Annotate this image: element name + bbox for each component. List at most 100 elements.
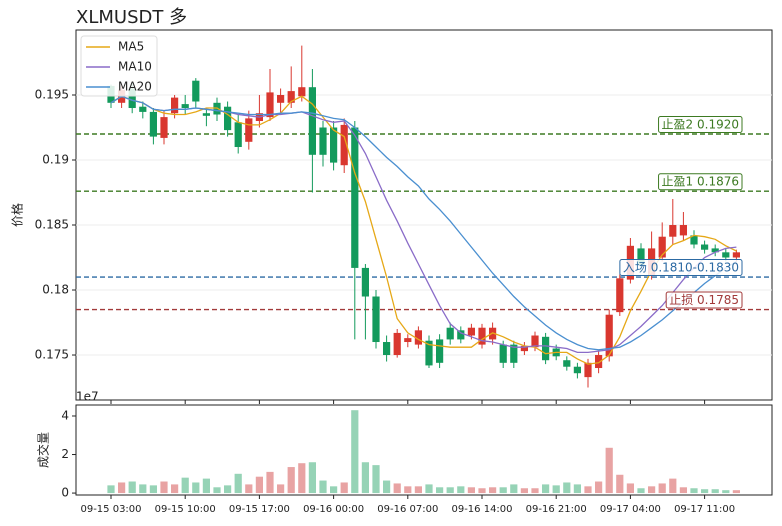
volume-bar	[118, 482, 126, 494]
volume-axis-label: 成交量	[36, 432, 51, 468]
candle-body	[637, 248, 645, 266]
volume-bar	[361, 462, 369, 494]
candle-body	[160, 117, 168, 138]
candle-body	[277, 95, 285, 103]
candle-body	[372, 296, 380, 343]
candle-body	[393, 332, 401, 356]
candle-body	[690, 235, 698, 245]
candle-body	[298, 87, 306, 97]
candle-body	[722, 252, 730, 258]
volume-bar	[573, 484, 581, 494]
level-label-box	[619, 259, 743, 277]
candle-body	[404, 338, 412, 343]
candle-body	[573, 366, 581, 374]
ma-line	[110, 95, 737, 365]
volume-bar	[266, 471, 274, 494]
candle-body	[732, 252, 740, 258]
candle-body	[202, 113, 210, 116]
volume-bar	[531, 488, 539, 494]
candle-body	[425, 340, 433, 366]
volume-y-tick-label: 2	[61, 447, 69, 461]
candle-body	[669, 225, 677, 237]
candle-body	[457, 330, 465, 340]
volume-bar	[446, 487, 454, 494]
candle-body	[171, 97, 179, 114]
volume-bar	[605, 447, 613, 494]
level-label-group: 止盈1 0.1876	[658, 173, 743, 191]
candle-body	[234, 122, 242, 148]
volume-bar	[457, 486, 465, 494]
candle-body	[340, 124, 348, 166]
x-tick-label: 09-16 07:00	[377, 504, 438, 515]
candle-body	[192, 80, 200, 102]
candle-body	[287, 91, 295, 103]
volume-bar	[139, 484, 147, 494]
candle-body	[351, 127, 359, 268]
candle-body	[436, 339, 444, 363]
candle-body	[584, 362, 592, 378]
volume-bar	[213, 487, 221, 494]
volume-y-tick-label: 4	[61, 408, 69, 422]
legend-label: MA10	[118, 60, 152, 74]
x-tick-label: 09-15 17:00	[229, 504, 290, 515]
candle-body	[531, 335, 539, 348]
volume-bar	[107, 485, 115, 494]
volume-bar	[722, 490, 730, 494]
level-label-group: 止损 0.1785	[665, 291, 743, 309]
y-tick-label: 0.19	[42, 153, 69, 167]
volume-bar	[648, 486, 656, 494]
x-tick-label: 09-16 14:00	[451, 504, 512, 515]
volume-bar	[690, 488, 698, 494]
volume-bar	[298, 463, 306, 494]
volume-bar	[658, 483, 666, 494]
candle-body	[605, 314, 613, 357]
y-tick-label: 0.185	[35, 218, 69, 232]
level-label-box	[665, 291, 743, 309]
candle-body	[361, 267, 369, 297]
volume-bar	[224, 485, 232, 494]
x-tick-label: 09-15 03:00	[80, 504, 141, 515]
x-tick-label: 09-17 04:00	[600, 504, 661, 515]
candle-body	[595, 355, 603, 369]
legend: MA5 MA10 MA20	[80, 35, 158, 97]
level-label-group: 止盈2 0.1920	[658, 116, 743, 134]
candle-body	[245, 118, 253, 142]
candle-body	[224, 106, 232, 131]
candle-body	[139, 106, 147, 112]
candle-body	[658, 236, 666, 258]
volume-bar	[128, 481, 136, 494]
candle-body	[499, 344, 507, 363]
volume-bar	[732, 490, 740, 494]
volume-bar	[679, 487, 687, 494]
volume-bar	[436, 487, 444, 494]
volume-bar	[287, 467, 295, 494]
y-tick-label: 0.18	[42, 283, 69, 297]
legend-label: MA20	[118, 80, 152, 94]
candle-body	[467, 327, 475, 336]
volume-bar	[563, 482, 571, 494]
volume-bar	[414, 486, 422, 494]
legend-label: MA5	[118, 40, 144, 54]
level-label-box	[658, 116, 743, 134]
y-axis-label: 价格	[10, 203, 25, 227]
volume-offset-label: 1e7	[76, 390, 99, 404]
volume-bar	[277, 484, 285, 494]
volume-bar	[171, 484, 179, 494]
volume-bar	[510, 484, 518, 494]
chart-title: XLMUSDT 多	[76, 7, 187, 28]
candle-body	[701, 244, 709, 250]
candle-body	[563, 360, 571, 367]
volume-bar	[552, 485, 560, 494]
candle-body	[446, 327, 454, 340]
candle-body	[542, 336, 550, 361]
level-label: 止损 0.1785	[669, 293, 739, 307]
level-label: 入场 0.1810-0.1830	[623, 261, 739, 275]
x-tick-label: 09-16 21:00	[526, 504, 587, 515]
volume-bar	[701, 489, 709, 494]
volume-bar	[202, 478, 210, 494]
x-tick-label: 09-15 10:00	[155, 504, 216, 515]
candle-body	[711, 248, 719, 253]
volume-bar	[340, 482, 348, 494]
volume-bar	[489, 487, 497, 494]
candle-body	[478, 327, 486, 345]
